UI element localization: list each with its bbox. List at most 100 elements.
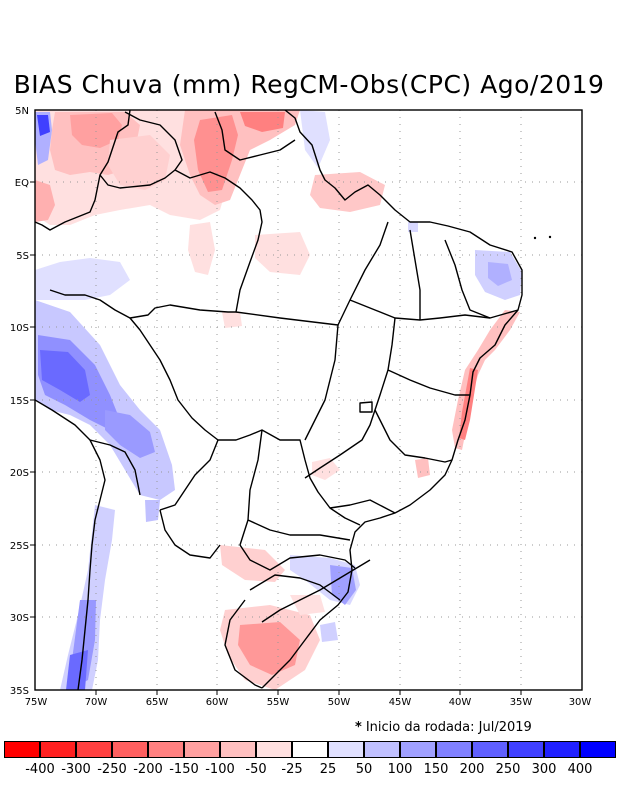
colorbar-label: 200	[459, 762, 485, 777]
colorbar-label: -400	[25, 762, 55, 777]
lat-tick-label: 20S	[10, 468, 29, 479]
lon-tick-label: 50W	[328, 697, 351, 708]
lon-tick-label: 70W	[85, 697, 108, 708]
bias-positive-area	[300, 110, 330, 168]
bias-negative-area	[188, 222, 215, 275]
bias-positive-area	[320, 622, 338, 642]
border	[159, 439, 219, 511]
coastline	[35, 110, 131, 231]
colorbar-swatch	[436, 741, 472, 758]
bias-positive-area	[145, 500, 160, 522]
colorbar-swatch	[292, 741, 328, 758]
lat-tick-label: 15S	[10, 396, 29, 407]
x-axis-labels: 75W 70W 65W 60W 55W 50W 45W 40W 35W 30W	[25, 697, 592, 708]
border	[224, 599, 263, 689]
colorbar-label: -250	[97, 762, 127, 777]
border	[444, 239, 491, 319]
colorbar-swatch	[184, 741, 220, 758]
lon-tick-label: 75W	[25, 697, 48, 708]
lon-tick-label: 35W	[510, 697, 533, 708]
lon-tick-label: 65W	[146, 697, 169, 708]
border	[349, 299, 519, 321]
colorbar-swatch	[400, 741, 436, 758]
colorbar-swatch	[76, 741, 112, 758]
border	[409, 229, 421, 320]
colorbar-swatch	[508, 741, 544, 758]
colorbar-label: -200	[133, 762, 163, 777]
bias-negative-area	[238, 622, 300, 675]
colorbar: -400 -300 -250 -200 -150 -100 -50 -25 25 50 100 150…	[0, 738, 618, 800]
colorbar-label: 25	[319, 762, 337, 777]
border	[359, 401, 373, 413]
border	[159, 509, 221, 559]
lat-tick-label: 25S	[10, 541, 29, 552]
border	[304, 324, 339, 441]
colorbar-label: 50	[355, 762, 373, 777]
colorbar-swatch	[112, 741, 148, 758]
coastline-borders	[35, 110, 523, 690]
tick-marks	[30, 181, 522, 695]
lat-tick-label: 30S	[10, 613, 29, 624]
colorbar-label: 100	[387, 762, 413, 777]
border	[249, 574, 341, 601]
border	[129, 317, 361, 526]
bias-positive-area	[105, 410, 155, 458]
lat-tick-label: EQ	[15, 178, 29, 189]
colorbar-label: -300	[61, 762, 91, 777]
colorbar-swatch	[364, 741, 400, 758]
bias-negative-area	[415, 458, 430, 478]
bias-negative-area	[194, 115, 238, 192]
bias-positive-area	[330, 565, 356, 605]
island-marker	[533, 236, 537, 240]
colorbar-swatch	[580, 741, 616, 758]
bias-positive-area	[488, 262, 512, 286]
run-start-note: * Inicio da rodada: Jul/2019	[355, 720, 532, 735]
y-axis-labels: 5N EQ 5S 10S 15S 20S 25S 30S 35S	[10, 106, 29, 697]
border	[89, 439, 141, 496]
colorbar-swatch	[220, 741, 256, 758]
lon-tick-label: 30W	[569, 697, 592, 708]
map-title: BIAS Chuva (mm) RegCM-Obs(CPC) Ago/2019	[13, 70, 605, 99]
colorbar-swatch	[472, 741, 508, 758]
island-marker	[548, 235, 552, 239]
bias-positive-area	[408, 222, 418, 232]
colorbar-swatch	[4, 741, 40, 758]
colorbar-label: -25	[281, 762, 303, 777]
bias-negative-area	[108, 135, 170, 190]
bias-negative-area	[35, 180, 55, 222]
bias-negative-area	[312, 458, 340, 480]
note-text: Inicio da rodada: Jul/2019	[365, 720, 532, 735]
lon-tick-label: 60W	[206, 697, 229, 708]
colorbar-swatch	[544, 741, 580, 758]
colorbar-label: -100	[205, 762, 235, 777]
bias-positive-area	[35, 258, 130, 300]
bias-negative-area	[220, 545, 285, 582]
bias-negative-area	[222, 312, 242, 328]
colorbar-label: 250	[495, 762, 521, 777]
lon-tick-label: 45W	[389, 697, 412, 708]
lat-tick-label: 35S	[10, 686, 29, 697]
border	[374, 409, 453, 463]
note-symbol: *	[355, 720, 362, 735]
map-figure: 75W 70W 65W 60W 55W 50W 45W 40W 35W 30W …	[10, 106, 592, 708]
coastline-pacific	[35, 399, 106, 690]
border	[261, 559, 371, 623]
lon-tick-label: 40W	[449, 697, 472, 708]
colorbar-swatch	[148, 741, 184, 758]
lat-tick-label: 5N	[15, 106, 29, 117]
bias-positive-area	[40, 350, 90, 402]
border	[329, 499, 396, 514]
colorbar-swatch	[328, 741, 364, 758]
border	[124, 111, 183, 171]
lon-tick-label: 55W	[267, 697, 290, 708]
border	[49, 169, 263, 319]
border	[239, 429, 356, 571]
colorbar-label: 300	[531, 762, 557, 777]
bias-negative-area	[70, 113, 122, 148]
border	[214, 111, 296, 161]
border	[247, 519, 351, 541]
colorbar-swatch	[40, 741, 76, 758]
colorbar-label: 150	[423, 762, 449, 777]
bias-negative-area	[310, 172, 385, 212]
border	[304, 317, 396, 479]
